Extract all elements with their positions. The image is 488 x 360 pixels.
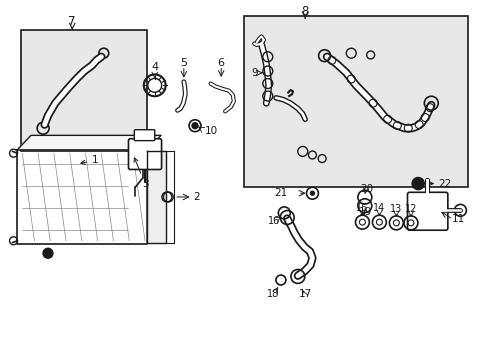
Bar [244, 16, 467, 187]
Text: 6: 6 [217, 58, 224, 68]
FancyBboxPatch shape [128, 139, 161, 170]
Text: 13: 13 [389, 203, 402, 213]
Text: 12: 12 [404, 203, 416, 213]
Text: 10: 10 [204, 126, 217, 136]
Text: 8: 8 [301, 5, 308, 18]
Text: 22: 22 [438, 179, 451, 189]
Text: 17: 17 [298, 289, 311, 299]
Text: 3: 3 [134, 158, 148, 189]
Text: 15: 15 [355, 203, 368, 213]
Text: 14: 14 [372, 203, 385, 213]
Text: 4: 4 [151, 63, 158, 72]
Text: 9: 9 [250, 68, 257, 78]
Text: 20: 20 [360, 184, 372, 194]
Text: 21: 21 [274, 188, 287, 198]
Circle shape [192, 123, 198, 129]
Text: 5: 5 [180, 58, 187, 68]
Text: 11: 11 [450, 213, 464, 224]
Text: 1: 1 [81, 156, 99, 165]
Text: 2: 2 [193, 192, 200, 202]
Polygon shape [18, 135, 161, 150]
FancyBboxPatch shape [407, 192, 447, 230]
Text: 16: 16 [267, 216, 279, 226]
Bar [21, 30, 147, 152]
Text: 18: 18 [266, 289, 278, 299]
Circle shape [310, 191, 314, 195]
Text: 7: 7 [68, 14, 76, 27]
Polygon shape [147, 152, 165, 243]
FancyBboxPatch shape [134, 130, 154, 141]
Circle shape [43, 248, 53, 258]
Text: 19: 19 [359, 207, 372, 217]
Circle shape [411, 177, 423, 189]
